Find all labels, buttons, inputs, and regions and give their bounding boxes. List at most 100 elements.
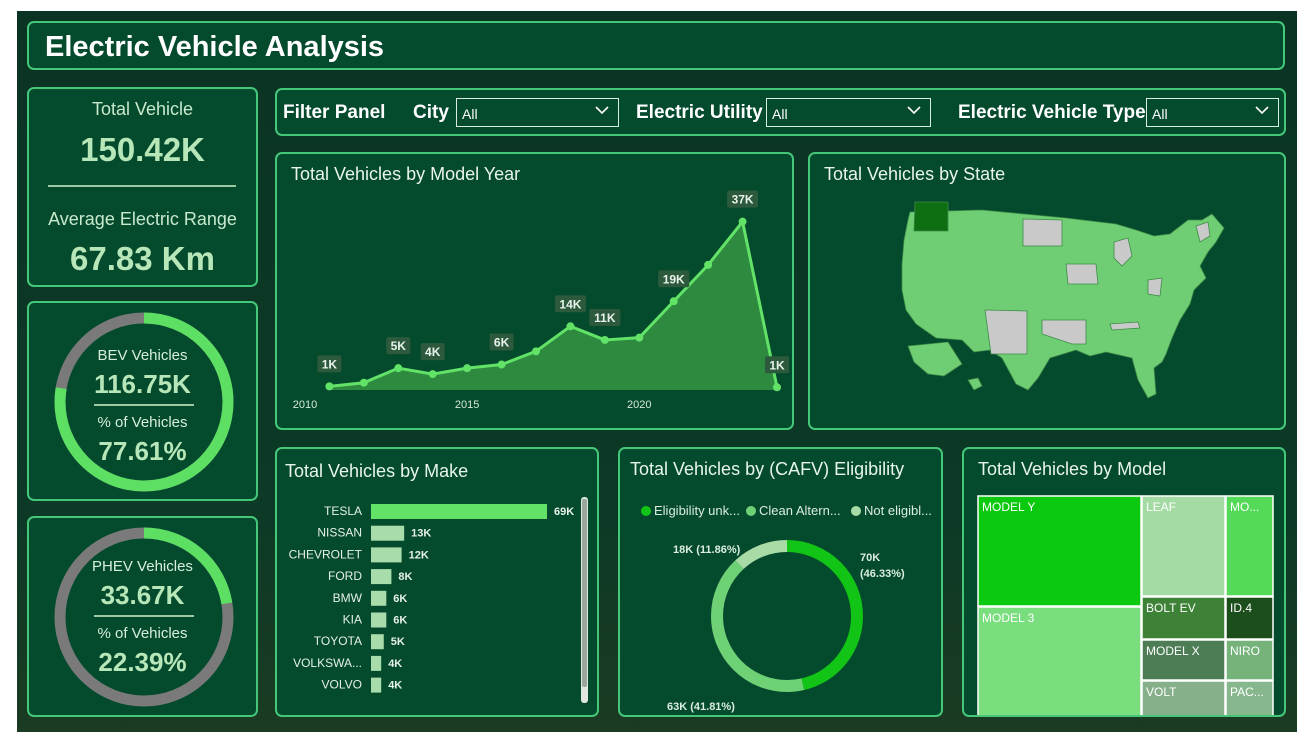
bar[interactable] <box>371 590 387 606</box>
phev-ring-fill <box>54 527 234 707</box>
data-label: 1K <box>322 357 338 371</box>
total-vehicle-label: Total Vehicle <box>91 99 194 119</box>
city-select-value: All <box>462 106 478 122</box>
bar[interactable] <box>371 547 402 563</box>
data-point[interactable] <box>566 322 575 331</box>
treemap-tile[interactable] <box>1225 680 1274 715</box>
slice-label: 70K <box>860 552 880 564</box>
legend-marker <box>746 506 756 516</box>
bev-divider <box>94 404 194 406</box>
bar[interactable] <box>371 569 392 585</box>
map-north-dakota <box>1022 218 1063 247</box>
bar[interactable] <box>371 655 382 671</box>
state-map-panel: Total Vehicles by State <box>808 152 1286 430</box>
bev-ring-fill <box>54 312 234 492</box>
bar-value-label: 4K <box>388 658 402 670</box>
data-label-box <box>589 308 621 326</box>
model-year-chart-panel: Total Vehicles by Model Year 1K 5K 4K 6K 14K… <box>275 152 794 430</box>
make-chart-panel: Total Vehicles by Make TESLA 69K NISSAN 13K… <box>275 447 599 717</box>
map-tennessee <box>1109 321 1141 331</box>
bar-value-label: 13K <box>411 528 431 540</box>
data-point[interactable] <box>635 333 644 342</box>
data-label: 37K <box>732 193 754 207</box>
data-point[interactable] <box>428 370 437 379</box>
x-tick-label: 2020 <box>627 399 651 411</box>
donut-slice[interactable] <box>711 540 863 692</box>
electric-utility-label: Electric Utility <box>636 102 763 123</box>
bar[interactable] <box>371 525 405 541</box>
data-label-box <box>317 355 342 373</box>
total-vehicle-value: 150.42K <box>80 131 205 168</box>
data-label-box <box>420 343 445 361</box>
legend-label[interactable]: Not eligibl... <box>864 503 932 518</box>
data-point[interactable] <box>773 383 781 392</box>
chevron-down-icon <box>595 106 609 115</box>
chevron-down-icon <box>1255 106 1269 115</box>
cafv-chart-title: Total Vehicles by (CAFV) Eligibility <box>630 459 905 479</box>
treemap-tile[interactable] <box>1225 596 1274 640</box>
treemap-label: ID.4 <box>1230 601 1252 615</box>
map-alaska <box>907 341 963 377</box>
electric-vehicle-type-select-value: All <box>1152 106 1168 122</box>
dashboard: Electric Vehicle Analysis Total Vehicle … <box>17 11 1297 732</box>
data-point[interactable] <box>497 360 506 369</box>
bev-pct-value: 77.61% <box>98 436 187 466</box>
treemap-tile[interactable] <box>1141 596 1226 640</box>
treemap-tile[interactable] <box>1141 680 1226 715</box>
x-tick-label: 2015 <box>455 399 479 411</box>
electric-utility-select[interactable]: All <box>766 98 931 127</box>
treemap-tile[interactable] <box>1141 495 1226 597</box>
legend-label[interactable]: Eligibility unk... <box>654 503 740 518</box>
treemap-tile[interactable] <box>977 495 1142 607</box>
phev-card: PHEV Vehicles 33.67K % of Vehicles 22.39… <box>27 516 258 717</box>
bar[interactable] <box>371 612 387 628</box>
treemap-tile[interactable] <box>1225 495 1274 597</box>
data-point[interactable] <box>600 335 609 344</box>
model-year-area-chart: 1K 5K 4K 6K 14K 11K 19K 37K 1K 2010 2015 2020 <box>293 190 789 411</box>
treemap-label: NIRO <box>1230 644 1260 658</box>
cafv-chart-panel: Total Vehicles by (CAFV) Eligibility Eli… <box>618 447 943 717</box>
treemap-tile[interactable] <box>1141 639 1226 681</box>
header-bar: Electric Vehicle Analysis <box>27 21 1285 70</box>
bar-value-label: 8K <box>398 571 412 583</box>
data-point[interactable] <box>359 378 368 387</box>
us-state-map[interactable] <box>810 154 1284 428</box>
legend-marker <box>641 506 651 516</box>
data-point[interactable] <box>532 347 540 356</box>
electric-vehicle-type-select[interactable]: All <box>1146 98 1279 127</box>
bar-value-label: 69K <box>554 506 574 518</box>
filter-panel-title: Filter Panel <box>283 102 386 123</box>
slice-label: 18K (11.86%) <box>673 544 741 556</box>
scrollbar-thumb[interactable] <box>582 499 587 687</box>
treemap-tile[interactable] <box>1225 639 1274 681</box>
legend-label[interactable]: Clean Altern... <box>759 503 841 518</box>
bar[interactable] <box>371 677 382 693</box>
data-label: 11K <box>594 311 616 325</box>
bar-value-label: 6K <box>393 615 407 627</box>
data-label: 4K <box>425 345 441 359</box>
data-point[interactable] <box>704 260 713 269</box>
data-point[interactable] <box>738 217 747 226</box>
donut-slice[interactable] <box>711 540 863 692</box>
map-washington <box>913 201 949 232</box>
bar-value-label: 12K <box>409 549 429 561</box>
map-west-virginia <box>1147 277 1163 297</box>
map-new-mexico <box>984 309 1028 355</box>
electric-utility-select-value: All <box>772 106 788 122</box>
city-select[interactable]: All <box>456 98 619 127</box>
data-point[interactable] <box>394 364 403 373</box>
kpi-card: Total Vehicle 150.42K Average Electric R… <box>27 87 258 287</box>
category-label: VOLKSWA... <box>293 656 362 670</box>
treemap-label: PAC... <box>1230 685 1264 699</box>
treemap-tile[interactable] <box>977 606 1142 715</box>
bar[interactable] <box>371 504 547 519</box>
data-label: 5K <box>391 339 407 353</box>
bar[interactable] <box>371 634 384 650</box>
data-point[interactable] <box>669 297 678 306</box>
average-range-value: 67.83 Km <box>70 240 215 277</box>
data-point[interactable] <box>325 382 334 391</box>
data-point[interactable] <box>463 364 472 373</box>
slice-label: (46.33%) <box>860 568 905 580</box>
chevron-down-icon <box>907 106 921 115</box>
average-range-label: Average Electric Range <box>48 209 237 229</box>
